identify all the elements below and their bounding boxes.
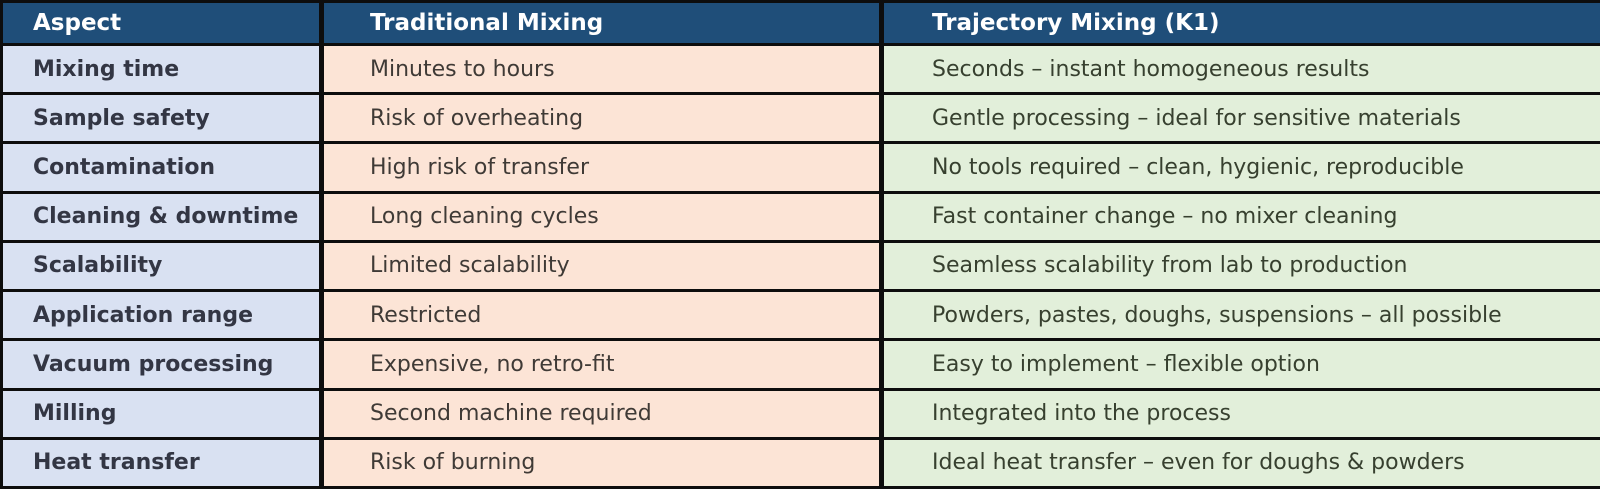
aspect-cell: Vacuum processing: [0, 338, 323, 391]
traditional-cell: Risk of burning: [319, 436, 884, 489]
table-row: Contamination High risk of transfer No t…: [0, 141, 1600, 194]
traditional-cell: Long cleaning cycles: [319, 190, 884, 243]
trajectory-cell: Seconds – instant homogeneous results: [880, 42, 1600, 96]
trajectory-cell: Integrated into the process: [880, 387, 1600, 440]
table-row: Vacuum processing Expensive, no retro-fi…: [0, 338, 1600, 391]
trajectory-cell: Seamless scalability from lab to product…: [880, 239, 1600, 293]
traditional-cell: Restricted: [319, 289, 884, 342]
aspect-cell: Mixing time: [0, 42, 323, 96]
aspect-cell: Milling: [0, 387, 323, 440]
table-row: Milling Second machine required Integrat…: [0, 387, 1600, 440]
traditional-cell: High risk of transfer: [319, 141, 884, 194]
table-row: Sample safety Risk of overheating Gentle…: [0, 92, 1600, 145]
table-row: Application range Restricted Powders, pa…: [0, 289, 1600, 342]
column-header-trajectory: Trajectory Mixing (K1): [880, 0, 1600, 46]
trajectory-cell: No tools required – clean, hygienic, rep…: [880, 141, 1600, 194]
traditional-cell: Limited scalability: [319, 239, 884, 293]
aspect-cell: Scalability: [0, 239, 323, 293]
column-header-traditional: Traditional Mixing: [319, 0, 884, 46]
traditional-cell: Expensive, no retro-fit: [319, 338, 884, 391]
aspect-cell: Contamination: [0, 141, 323, 194]
traditional-cell: Risk of overheating: [319, 92, 884, 145]
trajectory-cell: Ideal heat transfer – even for doughs & …: [880, 436, 1600, 489]
traditional-cell: Minutes to hours: [319, 42, 884, 96]
trajectory-cell: Fast container change – no mixer cleanin…: [880, 190, 1600, 243]
table-row: Heat transfer Risk of burning Ideal heat…: [0, 436, 1600, 489]
column-header-aspect: Aspect: [0, 0, 323, 46]
table-row: Cleaning & downtime Long cleaning cycles…: [0, 190, 1600, 243]
aspect-cell: Sample safety: [0, 92, 323, 145]
traditional-cell: Second machine required: [319, 387, 884, 440]
aspect-cell: Heat transfer: [0, 436, 323, 489]
table-row: Mixing time Minutes to hours Seconds – i…: [0, 42, 1600, 96]
aspect-cell: Cleaning & downtime: [0, 190, 323, 243]
table-row: Scalability Limited scalability Seamless…: [0, 239, 1600, 293]
trajectory-cell: Powders, pastes, doughs, suspensions – a…: [880, 289, 1600, 342]
aspect-cell: Application range: [0, 289, 323, 342]
header-row: Aspect Traditional Mixing Trajectory Mix…: [0, 0, 1600, 46]
trajectory-cell: Easy to implement – flexible option: [880, 338, 1600, 391]
trajectory-cell: Gentle processing – ideal for sensitive …: [880, 92, 1600, 145]
